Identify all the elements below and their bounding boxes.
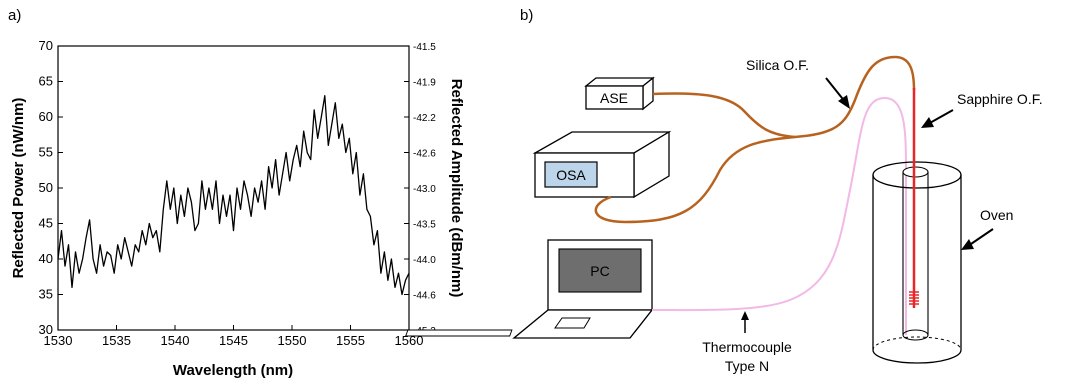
setup-diagram: ASE OSA PC [405, 55, 1043, 374]
thermocouple-label-1: Thermocouple [702, 339, 792, 355]
plot-frame [57, 45, 410, 331]
x-tick-label: 1530 [44, 333, 73, 348]
reflected-power-chart: 1530 1535 1540 1545 1550 1555 1560 30 35 40 45 50 5… [10, 38, 465, 379]
silica-arrow [825, 77, 850, 109]
thermocouple-wire [651, 96, 907, 335]
series-line [57, 95, 410, 296]
y-axis-ticks: 30 35 40 45 50 55 60 65 70 [39, 38, 63, 337]
y2-tick-label: -42.2 [413, 113, 436, 124]
y2-tick-label: -41.5 [413, 42, 436, 53]
pc-label: PC [590, 263, 609, 279]
x-tick-label: 1550 [278, 333, 307, 348]
y-tick-label: 50 [39, 180, 53, 195]
osa-analyzer: OSA [532, 130, 672, 199]
y-tick-label: 55 [39, 145, 53, 160]
silica-fiber-main [794, 55, 916, 139]
y-axis-title: Reflected Power (nW/nm) [10, 98, 27, 279]
x-axis-ticks: 1530 1535 1540 1545 1550 1555 1560 [44, 325, 424, 348]
y-tick-label: 70 [39, 38, 53, 53]
y-tick-label: 40 [39, 251, 53, 266]
y2-tick-label: -44.6 [413, 291, 436, 302]
y2-tick-label: -43.5 [413, 220, 436, 231]
pc-laptop: PC [405, 239, 654, 339]
y2-axis-title: Reflected Amplitude (dBm/nm) [448, 79, 465, 298]
x-axis-title: Wavelength (nm) [173, 362, 293, 379]
y-tick-label: 60 [39, 109, 53, 124]
ase-label: ASE [600, 90, 628, 106]
x-tick-label: 1540 [161, 333, 190, 348]
panel-a-label: a) [8, 7, 21, 24]
thermocouple-label-2: Type N [725, 358, 769, 374]
y-tick-label: 65 [39, 74, 53, 89]
x-tick-label: 1555 [336, 333, 365, 348]
osa-screen [544, 161, 598, 188]
oven-arrow [961, 228, 994, 250]
panel-b-label: b) [520, 7, 533, 24]
x-tick-label: 1545 [219, 333, 248, 348]
y-tick-label: 30 [39, 322, 53, 337]
sapphire-arrow [921, 109, 954, 128]
x-tick-label: 1535 [102, 333, 131, 348]
y2-tick-label: -42.6 [413, 149, 436, 160]
y-tick-label: 45 [39, 216, 53, 231]
silica-of-label: Silica O.F. [746, 57, 809, 73]
y2-tick-label: -44.0 [413, 255, 436, 266]
oven-label: Oven [980, 207, 1013, 223]
y2-tick-label: -43.0 [413, 184, 436, 195]
silica-fiber-ase [652, 92, 796, 139]
fiber-bragg-grating [909, 291, 919, 305]
ase-source: ASE [584, 76, 655, 111]
y2-tick-label: -41.9 [413, 78, 436, 89]
silica-fiber-osa [594, 135, 796, 224]
oven [872, 161, 962, 364]
osa-label: OSA [556, 167, 586, 183]
y-tick-label: 35 [39, 287, 53, 302]
thermocouple-arrow [741, 311, 749, 333]
sapphire-of-label: Sapphire O.F. [957, 91, 1043, 107]
x-tick-label: 1560 [395, 333, 424, 348]
pc-screen [558, 248, 642, 293]
